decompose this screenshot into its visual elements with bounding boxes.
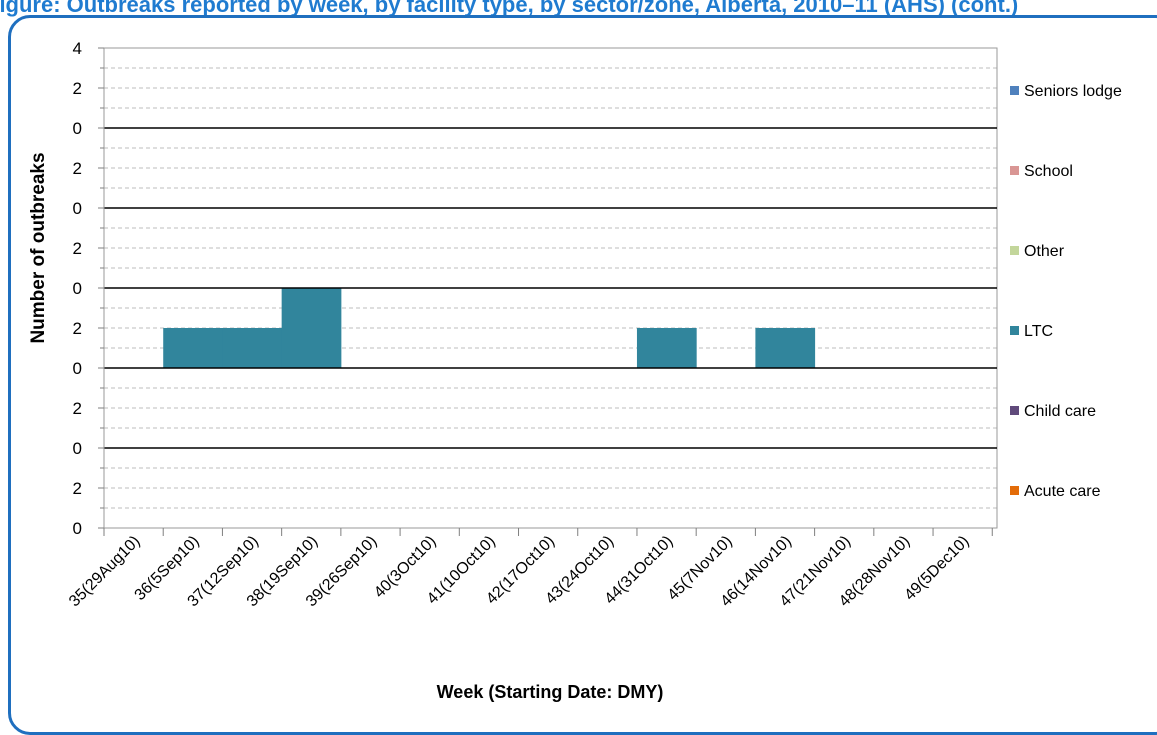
- legend-swatch: [1010, 486, 1019, 495]
- legend-swatch: [1010, 406, 1019, 415]
- bar-ltc-9: [636, 328, 697, 368]
- bar-ltc-2: [222, 328, 283, 368]
- legend-label: Child care: [1024, 403, 1096, 420]
- x-tick-labels: 35(29Aug10)36(5Sep10)37(12Sep10)38(19Sep…: [66, 533, 972, 610]
- y-axis-label: Number of outbreaks: [28, 152, 49, 343]
- legend-label: LTC: [1024, 323, 1053, 340]
- legend-swatch: [1010, 86, 1019, 95]
- legend-label: Acute care: [1024, 483, 1101, 500]
- y-tick-label: 2: [73, 319, 82, 338]
- legend: Seniors lodge School Other LTC Child care Acu…: [1010, 83, 1122, 500]
- bar-ltc-11: [755, 328, 816, 368]
- legend-label: School: [1024, 163, 1073, 180]
- legend-label: Seniors lodge: [1024, 83, 1122, 100]
- y-tick-label: 0: [73, 199, 82, 218]
- y-tick-label: 2: [73, 79, 82, 98]
- chart-title: Figure: Outbreaks reported by week, by f…: [0, 0, 1019, 17]
- y-tick-label: 2: [73, 239, 82, 258]
- y-tick-label: 2: [73, 479, 82, 498]
- x-tick-label: 49(5Dec10): [901, 533, 972, 604]
- y-tick-label: 2: [73, 399, 82, 418]
- legend-swatch: [1010, 166, 1019, 175]
- bar-ltc-3: [281, 288, 342, 368]
- y-tick-label: 0: [73, 119, 82, 138]
- bar-ltc-1: [163, 328, 223, 368]
- y-tick-label: 0: [73, 279, 82, 298]
- legend-label: Other: [1024, 243, 1065, 260]
- legend-swatch: [1010, 326, 1019, 335]
- axes: [98, 47, 998, 536]
- y-tick-label: 4: [73, 39, 82, 58]
- x-tick-label: 35(29Aug10): [66, 533, 143, 610]
- outbreak-chart: 4 2 0 2 0 2 0 2 0 2 0 2 0 35(29Aug10)36(5Sep10)37(12…: [28, 39, 1122, 702]
- y-tick-label: 0: [73, 359, 82, 378]
- y-tick-labels: 4 2 0 2 0 2 0 2 0 2 0 2 0: [73, 39, 82, 538]
- legend-swatch: [1010, 246, 1019, 255]
- chart-title-strip: Figure: Outbreaks reported by week, by f…: [0, 0, 1157, 18]
- y-tick-label: 0: [73, 519, 82, 538]
- y-tick-label: 0: [73, 439, 82, 458]
- x-axis-label: Week (Starting Date: DMY): [437, 682, 664, 702]
- bars: [163, 288, 816, 368]
- y-tick-label: 2: [73, 159, 82, 178]
